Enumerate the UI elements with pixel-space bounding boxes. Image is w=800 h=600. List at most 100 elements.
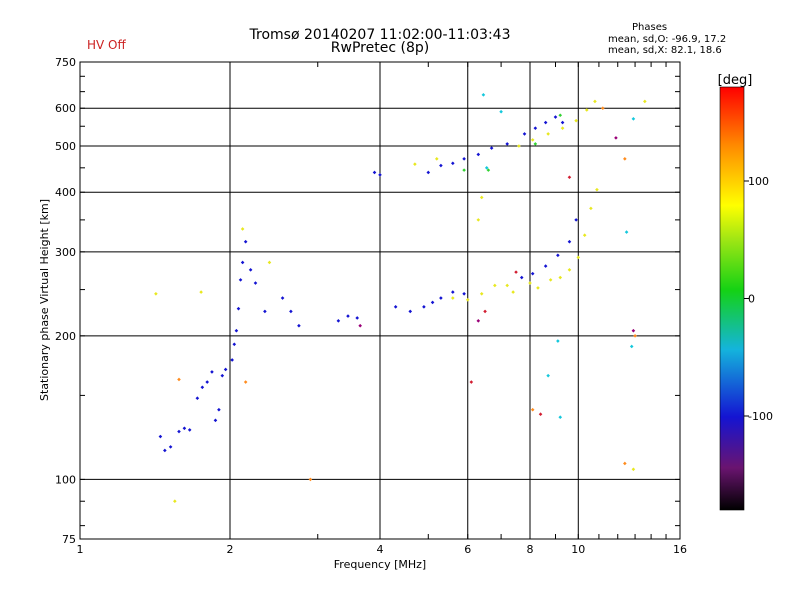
data-point [553,115,558,119]
x-tick-label: 8 [527,543,534,556]
data-point [505,142,509,146]
data-point [595,187,599,192]
data-point [336,319,341,323]
data-point [355,316,359,320]
data-point [589,206,593,211]
data-point [439,163,443,168]
data-point [465,297,470,302]
data-point [499,109,503,114]
data-point [451,161,455,166]
data-point [234,328,239,333]
data-point [378,173,382,177]
data-point [505,283,509,288]
data-point [593,99,597,104]
data-point [493,283,497,288]
data-point [560,120,565,125]
data-point [267,260,272,265]
data-point [163,448,167,453]
data-point [220,373,225,378]
data-point [519,275,524,280]
data-point [430,300,435,305]
data-point [484,166,489,170]
data-point [200,385,205,390]
chart-title: Tromsø 20140207 11:02:00-11:03:43 [249,27,511,43]
data-point [528,281,532,285]
data-point [558,415,563,420]
data-point [289,309,293,314]
y-tick-label: 400 [55,186,76,199]
data-point [614,136,618,140]
data-point [643,99,647,104]
data-point [158,434,163,439]
data-point [623,157,627,161]
data-point [173,499,177,504]
data-point [538,412,543,416]
data-point [223,367,228,372]
data-point [280,296,285,300]
data-point [567,239,572,244]
data-point [483,309,487,314]
data-point [439,296,443,300]
colorbar-tick-label: 100 [748,175,769,188]
plot-frame [79,61,681,540]
data-point [462,157,466,161]
data-point [511,290,515,294]
data-point [533,126,538,130]
colorbar-tick-label: 0 [748,293,755,306]
data-point [248,268,253,272]
data-point [556,253,560,258]
data-point [536,286,540,290]
data-point [633,334,637,338]
data-point [631,117,636,121]
y-tick-label: 750 [55,56,76,69]
chart-subtitle: RwPretec (8p) [330,40,430,56]
data-point [479,291,484,296]
data-point [426,170,431,175]
data-point [567,268,572,272]
data-point [240,260,245,265]
data-point [238,278,243,282]
x-tick-label: 6 [464,543,471,556]
data-point [168,445,173,449]
data-point [574,118,578,123]
data-point [195,396,200,400]
data-point [522,132,527,136]
data-point [479,195,484,200]
data-point [346,314,350,318]
data-point [486,168,491,172]
data-point [624,230,629,234]
data-point [489,146,494,150]
data-point [476,218,481,222]
data-point [462,168,466,172]
y-tick-label: 300 [55,246,76,259]
data-point [601,106,605,111]
data-point [217,407,221,412]
data-point [451,290,455,294]
colorbar-label: [deg] [718,73,753,88]
x-tick-label: 2 [227,543,234,556]
data-point [154,291,158,296]
data-point [631,328,636,333]
y-tick-label: 600 [55,102,76,115]
data-point [476,152,481,157]
data-point [469,380,474,384]
data-point [240,227,245,231]
data-point [623,461,627,466]
y-tick-label: 75 [62,533,76,546]
data-point [187,428,192,432]
x-tick-label: 4 [377,543,384,556]
data-point [584,108,589,112]
colorbar [719,86,745,511]
data-point [413,162,417,166]
data-point [434,157,439,161]
data-point [558,275,563,280]
y-axis-label: Stationary phase Virtual Height [km] [38,199,51,401]
data-point [631,467,636,472]
x-tick-label: 16 [673,543,687,556]
phase-stats-o-mode: mean, sd,O: -96.9, 17.2 [608,34,727,45]
data-point [236,306,241,311]
data-point [451,296,455,300]
data-point [422,305,426,309]
data-point [213,418,218,423]
